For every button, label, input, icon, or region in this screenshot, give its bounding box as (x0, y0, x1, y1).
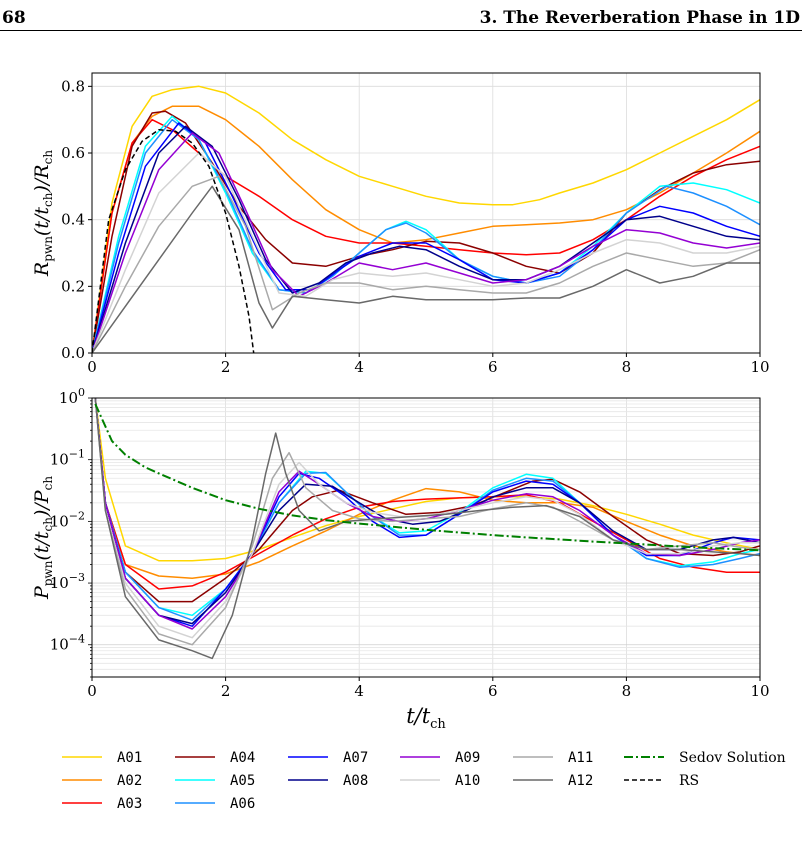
series-line-a07 (92, 122, 760, 353)
series-group (92, 85, 760, 353)
series-line-a09 (92, 132, 760, 353)
legend-item: A03 (62, 796, 142, 812)
y-tick-label: 0.0 (61, 344, 85, 362)
legend-item: A06 (175, 796, 255, 812)
series-line-a01 (94, 398, 760, 562)
legend-label: A01 (117, 750, 142, 766)
chapter-title: 3. The Reverberation Phase in 1D (479, 8, 800, 28)
page-number: 68 (2, 8, 26, 28)
y-tick-label: 10−1 (50, 448, 85, 469)
series-line-a03 (92, 118, 760, 353)
radius-plot: 0 2 4 6 8 10 0.0 0.2 0.4 0.6 0.8 Rpwn(t/tch)/Rch (31, 72, 770, 376)
x-tick-label: 4 (354, 682, 364, 700)
legend-label: A06 (230, 796, 255, 812)
y-tick-label: 10−3 (50, 571, 85, 592)
series-line-a08 (92, 125, 760, 353)
series-line-rs (92, 128, 255, 353)
legend-item: A11 (513, 750, 593, 766)
series-line-a12 (92, 185, 760, 353)
x-tick-label: 0 (87, 682, 97, 700)
x-tick-label: 2 (221, 358, 231, 376)
y-tick-label: 0.6 (61, 144, 85, 162)
x-tick-label: 4 (354, 358, 364, 376)
x-tick-label: 2 (221, 682, 231, 700)
legend-item: A04 (175, 750, 255, 766)
legend-item: A09 (400, 750, 480, 766)
y-tick-label: 0.4 (61, 211, 85, 229)
x-tick-label: 8 (622, 682, 632, 700)
legend-label: A11 (568, 750, 593, 766)
series-line-a10 (94, 398, 760, 639)
y-tick-label: 0.2 (61, 277, 85, 295)
legend-label: A09 (455, 750, 480, 766)
legend-label: A07 (343, 750, 368, 766)
legend-item: A02 (62, 773, 142, 789)
series-line-sedov-solution (94, 403, 760, 552)
legend-item: A12 (513, 773, 593, 789)
legend-item: A08 (288, 773, 368, 789)
series-group (94, 398, 760, 660)
y-tick-label: 0.8 (61, 77, 85, 95)
series-line-a10 (92, 152, 760, 353)
series-line-a12 (94, 398, 760, 660)
legend-label: RS (679, 773, 699, 789)
legend-item: A10 (400, 773, 480, 789)
legend-label: A02 (117, 773, 142, 789)
series-line-a06 (94, 398, 760, 621)
y-tick-label: 10−2 (50, 509, 85, 530)
y-axis-label: Ppwn(t/tch)/Pch (31, 476, 55, 600)
x-tick-label: 10 (750, 358, 769, 376)
y-axis-label: Rpwn(t/tch)/Rch (31, 150, 55, 277)
legend-label: A10 (455, 773, 480, 789)
legend-item: A01 (62, 750, 142, 766)
series-line-a06 (92, 118, 760, 353)
series-line-a04 (94, 398, 760, 603)
legend-item: RS (624, 773, 699, 789)
series-line-a01 (92, 85, 760, 353)
x-tick-label: 0 (87, 358, 97, 376)
legend-item: A07 (288, 750, 368, 766)
y-tick-label: 10−4 (50, 633, 85, 654)
header-rule (0, 30, 802, 31)
series-line-a05 (92, 115, 760, 353)
series-line-a02 (94, 398, 760, 579)
legend-label: A12 (568, 773, 593, 789)
series-line-a11 (92, 175, 760, 353)
legend-label: A05 (230, 773, 255, 789)
legend-label: A08 (343, 773, 368, 789)
series-line-a07 (94, 398, 760, 627)
plot-frame (91, 72, 761, 354)
legend-label: Sedov Solution (679, 750, 786, 766)
legend: A01 A04 A07 A09 A11 Sedov Solution A02 A05 A08 A1… (62, 750, 786, 812)
page-header: 68 3. The Reverberation Phase in 1D (0, 0, 802, 40)
legend-item: Sedov Solution (624, 750, 786, 766)
x-axis-label: t/tch (406, 704, 446, 732)
pressure-plot: 0 2 4 6 8 10 10−4 10−3 10−2 10−1 100 Ppwn(t/tch)/Pc… (31, 386, 770, 732)
x-tick-label: 6 (488, 682, 498, 700)
legend-item: A05 (175, 773, 255, 789)
legend-label: A04 (230, 750, 255, 766)
plot-frame (91, 397, 761, 678)
x-tick-label: 10 (750, 682, 769, 700)
series-line-a08 (94, 398, 760, 625)
x-tick-label: 8 (622, 358, 632, 376)
x-tick-label: 6 (488, 358, 498, 376)
y-tick-label: 100 (59, 386, 85, 407)
legend-label: A03 (117, 796, 142, 812)
